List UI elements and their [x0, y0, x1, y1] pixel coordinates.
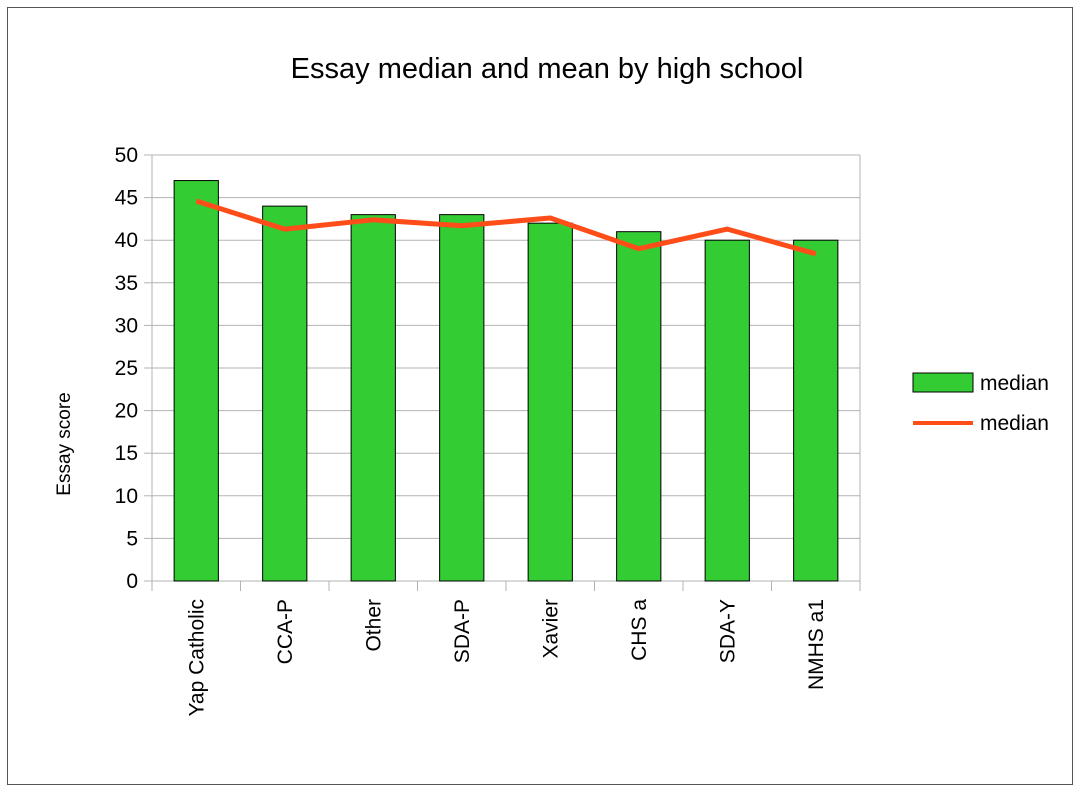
- legend-label-median-bar: median: [980, 372, 1049, 395]
- x-tick-label: Xavier: [539, 599, 562, 659]
- chart-title: Essay median and mean by high school: [291, 53, 804, 85]
- bar-other: [350, 214, 396, 582]
- y-tick-label: 40: [115, 229, 138, 252]
- bar-sda-y: [704, 239, 750, 582]
- x-tick-labels: Yap Catholic CCA-P Other SDA-P Xavier CHS a SD…: [185, 599, 828, 717]
- bar-chs-a: [616, 231, 662, 582]
- y-tick-label: 15: [115, 442, 138, 465]
- x-tick-label: Yap Catholic: [185, 599, 208, 717]
- y-tick-label: 25: [115, 357, 138, 380]
- bar-sda-p: [439, 214, 485, 582]
- y-tick-label: 10: [115, 485, 138, 508]
- legend-swatch-median-bar: [912, 372, 974, 393]
- mean-line: [195, 198, 817, 257]
- legend: median median: [912, 372, 1049, 435]
- y-tick-label: 20: [115, 400, 138, 423]
- x-tick-label: NMHS a1: [805, 599, 828, 690]
- bar-nmhs-a1: [793, 239, 839, 582]
- y-axis-label: Essay score: [54, 392, 75, 495]
- y-tick-label: 30: [115, 314, 138, 337]
- mean-line-series: [195, 198, 817, 257]
- gridlines: [152, 154, 860, 539]
- bar-yap-catholic: [173, 180, 219, 582]
- legend-label-median-line: median: [980, 412, 1049, 435]
- bar-xavier: [527, 222, 573, 582]
- y-tick-label: 50: [115, 144, 138, 167]
- x-tick-label: Other: [362, 599, 385, 652]
- y-tick-labels: 0 5 10 15 20 25 30 35 40 45 50: [115, 144, 138, 593]
- x-tick-label: SDA-P: [451, 599, 474, 663]
- x-tick-label: SDA-Y: [716, 599, 739, 663]
- bar-cca-p: [262, 205, 308, 582]
- x-tick-label: CCA-P: [274, 599, 297, 664]
- x-tick-label: CHS a: [628, 599, 651, 661]
- bars: [173, 180, 839, 582]
- y-tick-label: 0: [126, 570, 138, 593]
- y-tick-label: 35: [115, 272, 138, 295]
- y-tick-label: 45: [115, 187, 138, 210]
- y-tick-label: 5: [126, 527, 138, 550]
